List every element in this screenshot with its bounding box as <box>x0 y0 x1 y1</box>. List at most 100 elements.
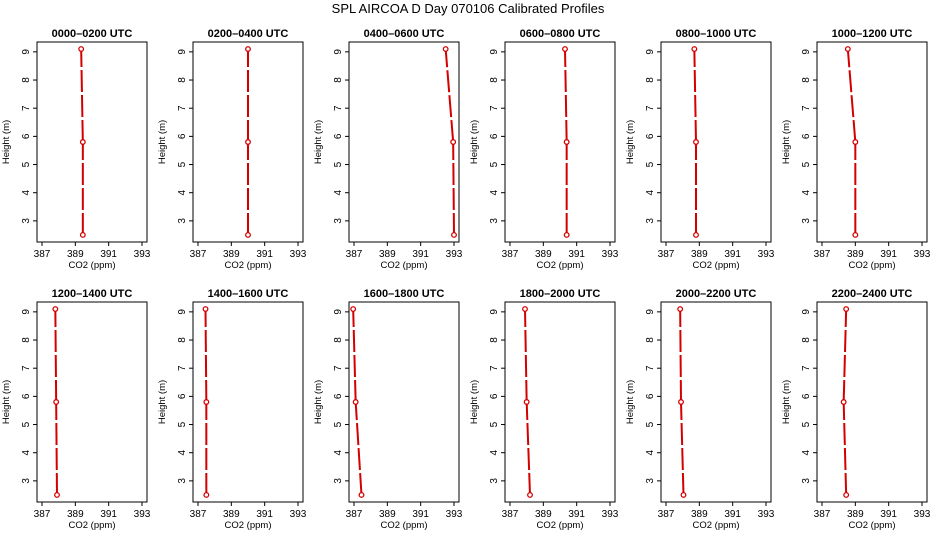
x-tick-label: 391 <box>568 249 585 260</box>
profile-point <box>563 139 570 145</box>
panel-3: 0400–0600 UTC 387 389 391 393 3 4 5 6 7 8 9 CO2 (ppm… <box>313 28 463 271</box>
panel-5: 0800–1000 UTC 387 389 391 393 3 4 5 6 7 8 9 CO2 (ppm… <box>625 28 775 271</box>
x-axis-label: CO2 (ppm) <box>225 260 272 271</box>
profile-point <box>562 46 568 52</box>
y-tick-label: 9 <box>489 309 500 315</box>
y-tick-label: 9 <box>177 49 188 55</box>
profile-point <box>450 139 457 145</box>
y-tick-label: 4 <box>333 189 344 195</box>
profile-point <box>245 232 251 238</box>
profile-segment <box>846 48 857 143</box>
panel-6: 1000–1200 UTC 387 389 391 393 3 4 5 6 7 8 9 CO2 (ppm… <box>781 28 931 271</box>
x-tick-label: 393 <box>602 509 619 520</box>
profile-point <box>843 492 850 498</box>
panel-1: 0000–0200 UTC 387 389 391 393 3 4 5 6 7 8 9 CO2 (ppm… <box>1 28 151 271</box>
y-tick-label: 4 <box>801 189 812 195</box>
y-axis-label: Height (m) <box>313 380 324 424</box>
x-tick-label: 393 <box>290 509 307 520</box>
x-tick-label: 387 <box>502 249 519 260</box>
y-tick-label: 5 <box>333 161 344 167</box>
y-tick-label: 3 <box>333 218 344 224</box>
y-tick-label: 4 <box>333 449 344 455</box>
y-tick-label: 3 <box>333 478 344 484</box>
plot-frame <box>36 41 148 243</box>
x-axis-label: CO2 (ppm) <box>69 520 116 531</box>
profile-segment <box>842 401 848 495</box>
y-tick-label: 6 <box>21 133 32 139</box>
profile-point <box>693 139 699 145</box>
x-tick-label: 391 <box>568 509 585 520</box>
y-tick-label: 6 <box>645 133 656 139</box>
y-tick-label: 5 <box>333 421 344 427</box>
panel-title: 1400–1600 UTC <box>208 288 289 300</box>
y-tick-label: 3 <box>645 478 656 484</box>
x-tick-label: 393 <box>134 249 151 260</box>
profile-point <box>203 399 210 405</box>
y-tick-label: 7 <box>489 365 500 371</box>
profile-point <box>523 399 530 405</box>
plot-frame <box>504 301 616 503</box>
profile-segment <box>354 401 363 496</box>
y-tick-label: 3 <box>801 218 812 224</box>
y-tick-label: 3 <box>177 478 188 484</box>
x-axis-label: CO2 (ppm) <box>849 520 896 531</box>
profile-point <box>563 232 570 238</box>
profile-point <box>680 492 687 498</box>
y-tick-label: 8 <box>801 77 812 83</box>
panel-title: 1000–1200 UTC <box>832 28 913 40</box>
profile-point <box>844 46 851 52</box>
panel-title: 0000–0200 UTC <box>52 28 133 40</box>
plot-frame <box>348 301 460 503</box>
x-tick-label: 393 <box>758 509 775 520</box>
y-tick-label: 7 <box>21 105 32 111</box>
x-tick-label: 387 <box>190 509 207 520</box>
x-tick-label: 391 <box>724 249 741 260</box>
panel-11: 2000–2200 UTC 387 389 391 393 3 4 5 6 7 8 9 CO2 (ppm… <box>625 288 775 531</box>
profile-point <box>245 139 251 145</box>
y-tick-label: 6 <box>489 393 500 399</box>
x-tick-label: 389 <box>847 249 864 260</box>
profile-point <box>522 306 528 312</box>
panel-4: 0600–0800 UTC 387 389 391 393 3 4 5 6 7 8 9 CO2 (ppm… <box>469 28 619 271</box>
x-axis-label: CO2 (ppm) <box>693 260 740 271</box>
y-tick-label: 6 <box>801 133 812 139</box>
x-axis-label: CO2 (ppm) <box>693 520 740 531</box>
plot-frame <box>36 301 148 503</box>
x-tick-label: 391 <box>412 249 429 260</box>
x-tick-label: 389 <box>379 249 396 260</box>
x-tick-label: 389 <box>67 249 84 260</box>
x-tick-label: 391 <box>100 509 117 520</box>
y-tick-label: 7 <box>177 105 188 111</box>
y-tick-label: 9 <box>645 309 656 315</box>
x-axis-label: CO2 (ppm) <box>381 260 428 271</box>
profile-point <box>358 492 365 498</box>
panel-title: 0600–0800 UTC <box>520 28 601 40</box>
y-tick-label: 4 <box>21 449 32 455</box>
profile-point <box>54 492 60 498</box>
x-axis-label: CO2 (ppm) <box>225 520 272 531</box>
profile-point <box>79 139 86 145</box>
y-tick-label: 6 <box>333 133 344 139</box>
profile-segment <box>54 309 58 403</box>
x-tick-label: 389 <box>691 249 708 260</box>
profile-segment <box>444 48 455 143</box>
y-tick-label: 7 <box>645 365 656 371</box>
panel-title: 0400–0600 UTC <box>364 28 445 40</box>
y-tick-label: 5 <box>801 421 812 427</box>
x-tick-label: 387 <box>502 509 519 520</box>
panel-title: 0200–0400 UTC <box>208 28 289 40</box>
x-tick-label: 389 <box>67 509 84 520</box>
y-tick-label: 7 <box>333 365 344 371</box>
y-tick-label: 5 <box>21 421 32 427</box>
y-tick-label: 3 <box>489 478 500 484</box>
y-tick-label: 4 <box>489 449 500 455</box>
profile-point <box>677 306 684 312</box>
plot-frame <box>660 301 772 503</box>
panel-10: 1800–2000 UTC 387 389 391 393 3 4 5 6 7 8 9 CO2 (ppm… <box>469 288 619 531</box>
x-axis-label: CO2 (ppm) <box>537 520 584 531</box>
y-tick-label: 4 <box>801 449 812 455</box>
y-axis-label: Height (m) <box>469 380 480 424</box>
profile-point <box>840 399 847 405</box>
plot-frame <box>348 41 460 243</box>
x-tick-label: 389 <box>379 509 396 520</box>
